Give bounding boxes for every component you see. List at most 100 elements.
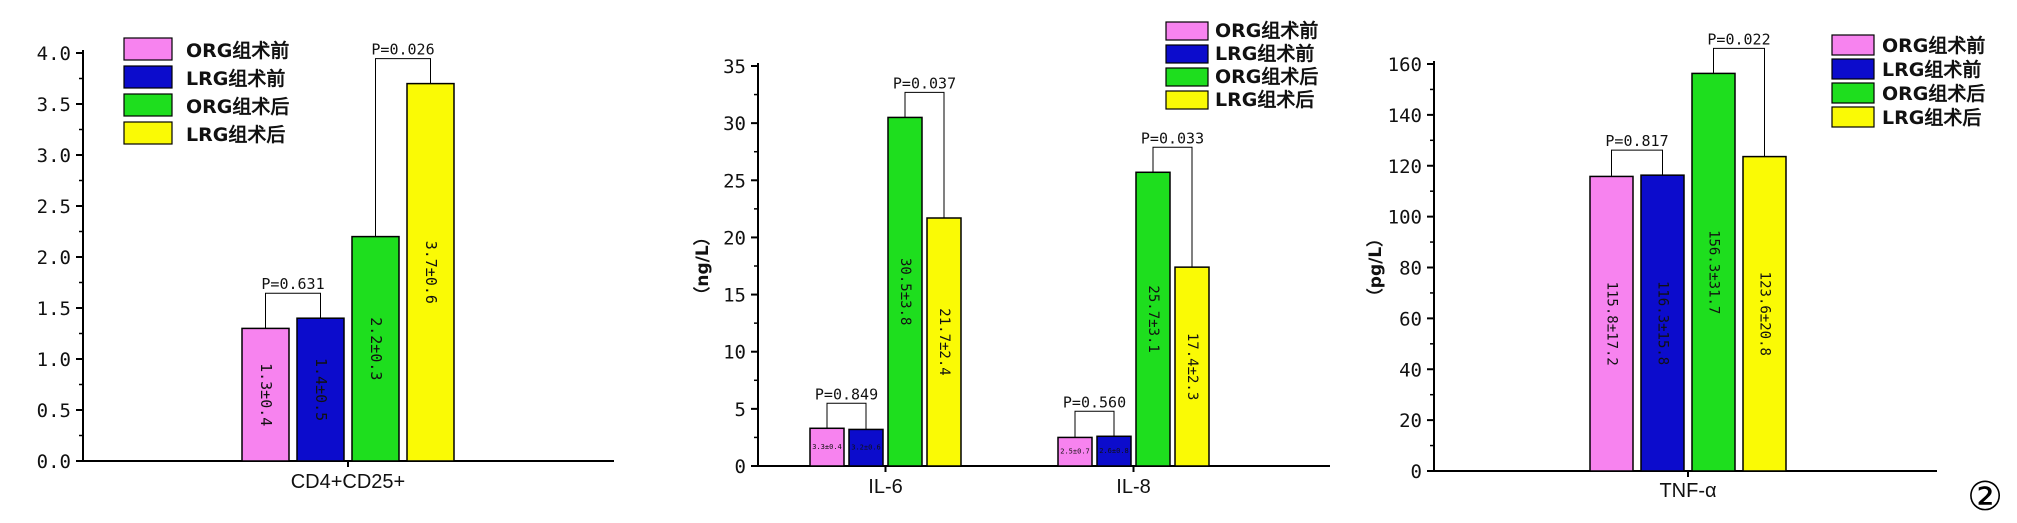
data-label: 116.3±15.8: [1655, 281, 1671, 365]
data-label: 156.3±31.7: [1706, 230, 1722, 314]
legend-label: LRG组术后: [1215, 88, 1314, 111]
legend-label: ORG组术前: [186, 39, 289, 62]
y-tick-label: 0.5: [37, 400, 71, 422]
legend-swatch: [1831, 34, 1875, 56]
data-label: 123.6±20.8: [1757, 272, 1773, 356]
y-tick-label: 0.0: [37, 451, 71, 473]
y-axis-label: （pg/L）: [1365, 230, 1386, 305]
data-label: 17.4±2.3: [1184, 333, 1200, 400]
legend-label: LRG组术前: [186, 67, 285, 90]
p-value-label: P=0.560: [1063, 393, 1126, 411]
significance-bracket: [1611, 149, 1663, 177]
y-tick-label: 10: [723, 342, 746, 364]
figure-number: ②: [1967, 474, 2003, 520]
y-tick-label: 0: [1411, 461, 1422, 483]
bar: [1135, 171, 1171, 467]
legend-label: LRG组术前: [1215, 42, 1314, 65]
legend-label: ORG组术前: [1882, 34, 1985, 57]
y-tick-label: 35: [723, 56, 746, 78]
bar: [848, 428, 884, 467]
bar: [1589, 175, 1634, 472]
y-tick-label: 1.0: [37, 349, 71, 371]
data-label: 1.3±0.4: [257, 363, 275, 426]
data-label: 2.2±0.3: [367, 317, 385, 380]
legend-label: LRG组术后: [186, 123, 285, 146]
bar: [296, 317, 345, 462]
y-tick-label: 3.0: [37, 145, 71, 167]
y-tick-label: 15: [723, 285, 746, 307]
p-value-label: P=0.037: [893, 74, 956, 92]
x-tick-label: IL-8: [1116, 476, 1150, 498]
data-label: 2.5±0.7: [1060, 448, 1090, 456]
y-tick-label: 3.5: [37, 94, 71, 116]
y-tick-label: 2.0: [37, 247, 71, 269]
legend-swatch: [1165, 90, 1209, 110]
data-label: 115.8±17.2: [1604, 282, 1620, 366]
chart-panel-1: 0 5 10 15 20 25 30 35 （ng/L） 3.3±0.4 3.2±0.6 30.5±3…: [692, 19, 1330, 498]
data-label: 21.7±2.4: [936, 308, 952, 375]
y-tick-label: 5: [735, 399, 746, 421]
significance-bracket: [1152, 146, 1193, 268]
legend-swatch: [1831, 58, 1875, 80]
legend-label: ORG组术后: [1215, 65, 1318, 88]
data-label: 2.6±0.8: [1099, 447, 1129, 455]
legend-swatch: [123, 93, 173, 117]
p-value-label: P=0.631: [261, 275, 324, 293]
p-value-label: P=0.033: [1141, 129, 1204, 147]
y-tick-label: 4.0: [37, 43, 71, 65]
legend-label: LRG组术前: [1882, 58, 1981, 81]
bar: [1691, 72, 1736, 472]
data-label: 1.4±0.5: [312, 358, 330, 421]
y-tick-label: 20: [723, 227, 746, 249]
legend-swatch: [1165, 67, 1209, 87]
legend-swatch: [1831, 82, 1875, 104]
y-tick-label: 160: [1388, 54, 1422, 76]
significance-bracket: [826, 402, 867, 430]
significance-bracket: [1713, 47, 1765, 157]
y-tick-label: 80: [1399, 258, 1422, 280]
p-value-label: P=0.026: [371, 41, 434, 59]
bar: [926, 217, 962, 467]
significance-bracket: [1074, 410, 1115, 438]
y-tick-label: 60: [1399, 308, 1422, 330]
bar: [1174, 266, 1210, 467]
y-tick-label: 25: [723, 170, 746, 192]
legend-label: ORG组术后: [1882, 82, 1985, 105]
significance-bracket: [904, 91, 945, 218]
bar: [1096, 435, 1132, 467]
data-label: 30.5±3.8: [897, 258, 913, 325]
legend-label: ORG组术前: [1215, 19, 1318, 42]
bar: [351, 235, 400, 462]
legend-swatch: [1165, 21, 1209, 41]
y-tick-label: 140: [1388, 105, 1422, 127]
p-value-label: P=0.022: [1707, 30, 1770, 48]
legend-swatch: [1165, 44, 1209, 64]
y-tick-label: 1.5: [37, 298, 71, 320]
y-tick-label: 40: [1399, 359, 1422, 381]
chart-panel-2: 0 20 40 60 80 100 120 140 160 （pg/L） 115.8±17.2 116…: [1365, 30, 1985, 502]
legend-label: LRG组术后: [1882, 106, 1981, 129]
data-label: 3.7±0.6: [422, 241, 440, 304]
bar: [1057, 436, 1093, 467]
legend-swatch: [1831, 106, 1875, 128]
significance-bracket: [375, 58, 431, 237]
y-tick-label: 20: [1399, 410, 1422, 432]
chart-panel-0: 0.0 0.5 1.0 1.5 2.0 2.5 3.0 3.5 4.0 1.3±0.4 1.4±0.…: [37, 37, 614, 493]
bar: [887, 116, 923, 467]
y-tick-label: 100: [1388, 207, 1422, 229]
data-label: 3.3±0.4: [812, 443, 842, 451]
legend-swatch: [123, 121, 173, 145]
data-label: 3.2±0.6: [851, 444, 881, 452]
y-tick-label: 0: [735, 456, 746, 478]
p-value-label: P=0.817: [1605, 132, 1668, 150]
y-tick-label: 30: [723, 113, 746, 135]
y-tick-label: 120: [1388, 156, 1422, 178]
y-tick-label: 2.5: [37, 196, 71, 218]
x-tick-label: CD4+CD25+: [291, 471, 406, 493]
p-value-label: P=0.849: [815, 385, 878, 403]
data-label: 25.7±3.1: [1145, 285, 1161, 352]
